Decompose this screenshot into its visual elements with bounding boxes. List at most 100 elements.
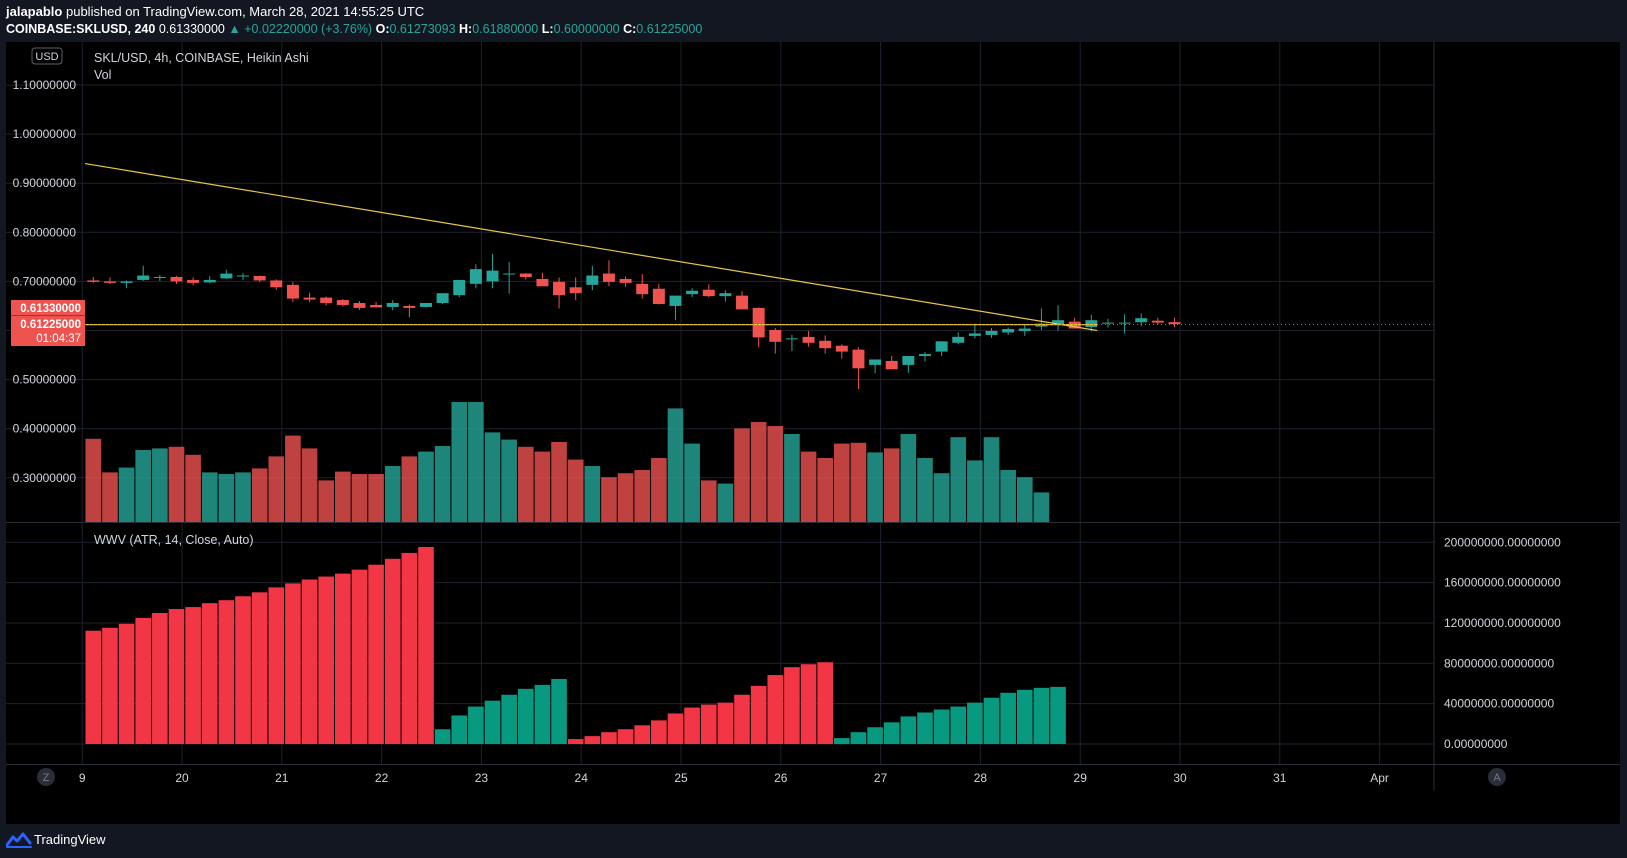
candle-body (769, 330, 782, 342)
high-label: H: (459, 22, 473, 36)
candle-body (902, 356, 915, 365)
wwv-bar (567, 739, 584, 745)
drawing-lines[interactable] (84, 162, 1434, 332)
volume-bar (517, 446, 534, 522)
candle-body (919, 354, 931, 357)
wwv-bar (667, 713, 684, 745)
time-axis[interactable]: 9 20 21 22 23 24 25 26 27 28 29 30 31 Apr (79, 771, 1389, 785)
open-value: 0.61273093 (389, 22, 456, 36)
candle-body (453, 279, 466, 296)
candle-body (652, 288, 665, 304)
volume-bar (700, 480, 717, 522)
price-axis-label: 0.40000000 (13, 422, 77, 436)
indicator-axis[interactable]: 200000000.00000000 160000000.00000000 1200… (1444, 535, 1561, 751)
published-text: published on TradingView.com, March 28, … (65, 4, 425, 19)
candle-body (1018, 328, 1031, 331)
volume-bar (684, 443, 700, 522)
candle-body (469, 269, 482, 284)
wwv-bar (817, 662, 833, 745)
price-tag-box (11, 300, 85, 346)
candle-body (486, 270, 499, 282)
wwv-bar (1000, 692, 1016, 744)
wwv-bar (917, 712, 933, 744)
tradingview-logo-icon[interactable] (6, 831, 32, 849)
volume-bar (584, 466, 601, 522)
wwv-bar (501, 694, 517, 744)
volume-bar (900, 434, 917, 522)
candle-body (952, 336, 965, 343)
time-axis-label: 25 (674, 771, 688, 785)
volume-bar (1016, 477, 1033, 522)
volume-bar (102, 472, 118, 522)
price-axis-label: 0.80000000 (13, 225, 77, 239)
price-axis-label: 0.30000000 (13, 471, 77, 485)
candle-body (187, 279, 200, 283)
candle-body (719, 293, 732, 297)
price-change: +0.02220000 (+3.76%) (244, 22, 373, 36)
candle-body (935, 341, 948, 352)
wwv-bar (551, 678, 567, 744)
volume-bar (634, 470, 651, 522)
zoom-button-label: Z (43, 772, 50, 784)
candle-body (702, 289, 715, 297)
volume-bar (85, 438, 102, 522)
volume-bar (418, 451, 434, 522)
volume-legend[interactable]: Vol (94, 68, 111, 82)
descending-trendline[interactable] (84, 162, 1098, 332)
candle-body (752, 307, 765, 338)
wwv-bar (750, 685, 767, 744)
currency-button-frame (31, 47, 63, 65)
wwv-bar (734, 694, 750, 744)
candle-body (1101, 322, 1114, 324)
last-price-tag: 0.61330000 (20, 303, 81, 315)
chart-canvas[interactable]: 1.10000000 1.00000000 0.90000000 0.80000000… (6, 42, 1620, 824)
wwv-bar (318, 576, 334, 744)
tradingview-brand[interactable]: TradingView (34, 832, 106, 847)
volume-bar (351, 474, 368, 522)
wwv-bar (401, 552, 418, 744)
price-axis[interactable]: 1.10000000 1.00000000 0.90000000 0.80000000… (13, 78, 77, 485)
wwv-bar (251, 592, 268, 744)
candle-body (985, 330, 998, 335)
candle-body (802, 336, 815, 343)
wwv-bar (784, 667, 800, 744)
candle-body (869, 359, 882, 365)
symbol-interval: COINBASE:SKLUSD, 240 (6, 22, 156, 36)
volume-bar (551, 442, 567, 522)
wwv-bar (468, 706, 484, 744)
close-value: 0.61225000 (636, 22, 703, 36)
time-axis-label: Apr (1370, 771, 1389, 785)
wwv-bar (517, 688, 534, 744)
price-tags: 0.61330000 0.61225000 01:04:37 (11, 300, 85, 346)
wwv-bar (285, 583, 301, 744)
auto-scale-button-circle (1488, 768, 1506, 786)
quote-line: COINBASE:SKLUSD, 240 0.61330000 ▲ +0.022… (6, 22, 702, 36)
candle-body (370, 304, 383, 308)
wwv-bar (867, 727, 883, 744)
wwv-histogram (85, 547, 1066, 745)
volume-bar (534, 451, 551, 522)
wwv-bar (168, 609, 185, 744)
time-axis-label: 9 (79, 771, 86, 785)
axes (6, 42, 1620, 790)
auto-scale-button[interactable]: A (1488, 768, 1506, 786)
volume-bar (1000, 470, 1016, 522)
wwv-bar (883, 722, 900, 744)
candles (87, 253, 1181, 389)
author-name[interactable]: jalapablo (6, 4, 63, 19)
volume-bar (717, 483, 734, 522)
candle-body (1168, 322, 1181, 325)
currency-button[interactable]: USD (31, 47, 63, 65)
indicator-legend[interactable]: WWV (ATR, 14, Close, Auto) (94, 533, 254, 547)
high-value: 0.61880000 (472, 22, 539, 36)
main-series-legend[interactable]: SKL/USD, 4h, COINBASE, Heikin Ashi (94, 51, 309, 65)
close-price-tag: 0.61225000 (20, 319, 81, 331)
wwv-bar (384, 558, 401, 744)
candle-body (436, 293, 449, 303)
wwv-bar (617, 729, 634, 745)
volume-bar (434, 446, 451, 522)
zoom-button[interactable]: Z (37, 768, 55, 786)
chart-area[interactable]: 1.10000000 1.00000000 0.90000000 0.80000000… (6, 42, 1620, 824)
wwv-bar (118, 623, 135, 744)
time-axis-label: 20 (175, 771, 189, 785)
